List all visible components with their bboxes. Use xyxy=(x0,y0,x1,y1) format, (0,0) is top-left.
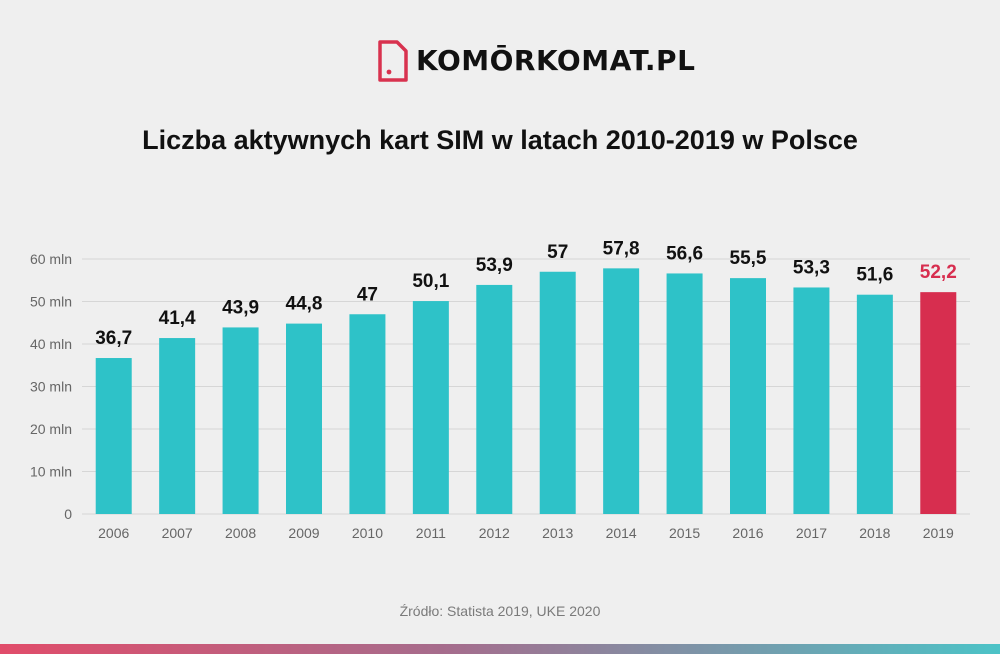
brand-name: KOMŌRKOMAT.PL xyxy=(416,44,696,77)
chart-title: Liczba aktywnych kart SIM w latach 2010-… xyxy=(142,125,858,155)
bar-2019 xyxy=(920,292,957,514)
bar-2007 xyxy=(159,338,196,514)
bar-2016 xyxy=(730,278,766,514)
bar-2006 xyxy=(95,358,132,514)
x-tick-label-2014: 2014 xyxy=(606,525,637,541)
x-tick-label-2006: 2006 xyxy=(98,525,129,541)
data-label-2010: 47 xyxy=(357,284,378,305)
data-label-2015: 56,6 xyxy=(666,243,703,264)
bar-2010 xyxy=(349,314,386,514)
x-tick-label-2008: 2008 xyxy=(225,525,256,541)
data-label-2007: 41,4 xyxy=(159,308,196,329)
x-tick-label-2010: 2010 xyxy=(352,525,383,541)
bar-2009 xyxy=(286,323,322,514)
y-tick-label: 50 mln xyxy=(30,294,72,310)
bar-2014 xyxy=(603,268,640,514)
bar-2012 xyxy=(476,284,513,514)
y-tick-label: 20 mln xyxy=(30,421,72,437)
x-tick-label-2017: 2017 xyxy=(796,525,827,541)
bar-2018 xyxy=(856,294,893,514)
bar-2015 xyxy=(666,273,703,514)
brand-logo: KOMŌRKOMAT.PL xyxy=(378,40,695,82)
sim-card-icon xyxy=(378,40,408,82)
source-note: Źródło: Statista 2019, UKE 2020 xyxy=(399,603,601,619)
y-tick-label: 10 mln xyxy=(30,464,72,480)
x-tick-label-2019: 2019 xyxy=(923,525,954,541)
data-label-2009: 44,8 xyxy=(286,294,323,315)
bar-2017 xyxy=(793,287,830,514)
bar-2013 xyxy=(539,271,576,514)
y-tick-label: 60 mln xyxy=(30,251,72,267)
data-label-2014: 57,8 xyxy=(603,238,640,259)
data-label-2012: 53,9 xyxy=(476,255,513,276)
x-tick-label-2015: 2015 xyxy=(669,525,700,541)
x-tick-label-2012: 2012 xyxy=(479,525,510,541)
x-tick-label-2018: 2018 xyxy=(859,525,890,541)
x-tick-label-2007: 2007 xyxy=(162,525,193,541)
data-label-2006: 36,7 xyxy=(95,328,132,349)
x-tick-label-2013: 2013 xyxy=(542,525,573,541)
y-tick-label: 40 mln xyxy=(30,336,72,352)
bottom-gradient-bar xyxy=(0,644,1000,654)
data-label-2013: 57 xyxy=(547,242,568,263)
x-tick-label-2009: 2009 xyxy=(288,525,319,541)
data-label-2017: 53,3 xyxy=(793,257,830,278)
data-label-2008: 43,9 xyxy=(222,297,259,318)
y-tick-label: 0 xyxy=(64,506,72,522)
bar-2011 xyxy=(412,301,449,514)
data-label-2011: 50,1 xyxy=(412,271,449,292)
data-label-2019: 52,2 xyxy=(920,262,957,283)
data-label-2016: 55,5 xyxy=(730,248,767,269)
x-tick-label-2011: 2011 xyxy=(416,525,446,541)
bar-2008 xyxy=(222,327,259,514)
x-tick-label-2016: 2016 xyxy=(732,525,763,541)
data-label-2018: 51,6 xyxy=(856,265,893,286)
y-tick-label: 30 mln xyxy=(30,379,72,395)
